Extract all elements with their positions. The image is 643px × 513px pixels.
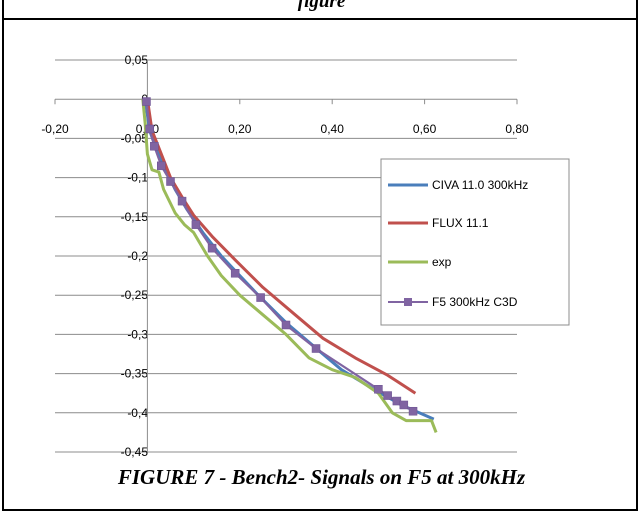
data-point xyxy=(142,97,151,106)
series-layer xyxy=(141,97,438,433)
top-rule xyxy=(2,18,638,20)
data-point xyxy=(374,385,383,394)
top-caption: figure xyxy=(297,0,346,12)
x-tick-label: 0,60 xyxy=(413,122,437,136)
y-tick-label: -0,15 xyxy=(121,210,149,224)
data-point xyxy=(207,243,217,253)
y-tick-label: -0,25 xyxy=(121,288,149,302)
y-tick-label: -0,35 xyxy=(121,367,149,381)
x-tick-label: 0,40 xyxy=(321,122,345,136)
y-tick-label: -0,45 xyxy=(121,445,149,459)
grid-layer xyxy=(55,59,517,453)
y-tick-label: -0,05 xyxy=(121,131,149,145)
data-point xyxy=(166,177,175,186)
x-tick-label: -0,20 xyxy=(41,122,69,136)
legend-label: exp xyxy=(432,255,452,269)
y-tick-label: -0,2 xyxy=(127,249,148,263)
axis-layer: 0,050-0,05-0,1-0,15-0,2-0,25-0,3-0,35-0,… xyxy=(41,53,529,459)
legend-marker xyxy=(404,298,412,306)
data-point xyxy=(157,161,166,171)
y-tick-label: -0,3 xyxy=(127,327,148,341)
data-point xyxy=(191,220,201,229)
data-point xyxy=(177,196,187,206)
data-point xyxy=(383,391,392,400)
y-tick-label: -0,1 xyxy=(127,171,148,185)
data-point xyxy=(281,320,291,330)
x-tick-label: 0,20 xyxy=(228,122,252,136)
data-point xyxy=(256,293,265,302)
legend: CIVA 11.0 300kHz FLUX 11.1 exp F5 300kHz C3… xyxy=(380,158,570,326)
legend-label: FLUX 11.1 xyxy=(432,216,489,230)
y-tick-label: -0,4 xyxy=(127,406,148,420)
legend-label: F5 300kHz C3D xyxy=(432,295,518,309)
data-point xyxy=(311,344,321,353)
figure-caption: FIGURE 7 - Bench2- Signals on F5 at 300k… xyxy=(117,465,526,489)
series-line xyxy=(141,99,438,433)
data-point xyxy=(399,400,409,410)
legend-label: CIVA 11.0 300kHz xyxy=(432,178,528,192)
data-point xyxy=(230,268,240,278)
data-point xyxy=(150,141,159,151)
x-tick-label: 0,80 xyxy=(505,122,529,136)
series-line xyxy=(145,98,417,395)
data-point xyxy=(145,124,154,134)
y-tick-label: 0,05 xyxy=(125,53,149,67)
chart: 0,050-0,05-0,1-0,15-0,2-0,25-0,3-0,35-0,… xyxy=(41,53,570,459)
legend-box xyxy=(380,158,570,326)
data-point xyxy=(408,406,418,416)
